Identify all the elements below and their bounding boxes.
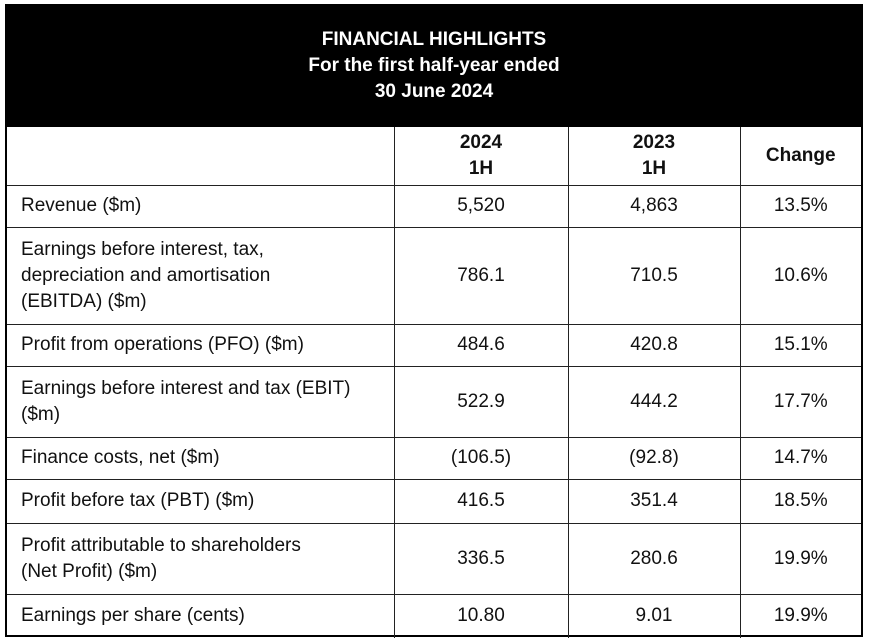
table-row: Finance costs, net ($m) (106.5) (92.8) 14.7… [7,436,861,480]
column-header-change: Change [739,127,861,186]
row-label-line: Earnings before interest and tax (EBIT) [21,377,351,399]
value-2024: 5,520 [393,184,569,228]
row-label-line: Finance costs, net ($m) [21,447,220,468]
value-change: 14.7% [739,436,861,480]
financial-highlights-table: FINANCIAL HIGHLIGHTS For the first half-… [5,4,863,638]
table-row: Profit attributable to shareholders (Net … [7,522,861,595]
row-label: Revenue ($m) [7,184,395,228]
row-label: Earnings before interest and tax (EBIT) (… [7,365,395,438]
value-2023: 351.4 [567,478,741,524]
column-header-2023-year: 2023 [632,131,676,153]
value-2023: 710.5 [567,226,741,325]
value-change: 15.1% [739,323,861,367]
row-label: Finance costs, net ($m) [7,436,395,480]
value-change: 17.7% [739,365,861,438]
row-label: Earnings per share (cents) [7,593,395,638]
value-2024: 416.5 [393,478,569,524]
column-header-row: 2024 1H 2023 1H Change [7,127,861,186]
value-2024: 336.5 [393,522,569,595]
value-change: 18.5% [739,478,861,524]
value-change: 19.9% [739,522,861,595]
column-header-2024-year: 2024 [459,131,503,153]
column-header-2023: 2023 1H [567,127,741,186]
value-change: 13.5% [739,184,861,228]
value-change: 10.6% [739,226,861,325]
value-2023: 420.8 [567,323,741,367]
value-2023: 444.2 [567,365,741,438]
row-label-line: (EBITDA) ($m) [21,290,147,312]
value-2024: 10.80 [393,593,569,638]
value-2023: (92.8) [567,436,741,480]
table-subtitle-line-2: 30 June 2024 [374,81,494,102]
table-row: Earnings per share (cents) 10.80 9.01 19.9% [7,593,861,638]
column-header-2024: 2024 1H [393,127,569,186]
value-2024: 522.9 [393,365,569,438]
value-2023: 4,863 [567,184,741,228]
table-title: FINANCIAL HIGHLIGHTS [321,29,547,50]
value-2023: 9.01 [567,593,741,638]
row-label-line: Profit attributable to shareholders [21,534,301,556]
row-label-line: Profit from operations (PFO) ($m) [21,334,304,355]
value-2024: (106.5) [393,436,569,480]
row-label-line: depreciation and amortisation [21,264,271,286]
value-2023: 280.6 [567,522,741,595]
row-label-line: (Net Profit) ($m) [21,560,158,582]
row-label-line: Earnings before interest, tax, [21,238,264,260]
value-2024: 786.1 [393,226,569,325]
table-row: Earnings before interest, tax, depreciati… [7,226,861,325]
value-2024: 484.6 [393,323,569,367]
row-label-line: Profit before tax (PBT) ($m) [21,490,255,511]
row-label: Profit attributable to shareholders (Net … [7,522,395,595]
table-subtitle-line-1: For the first half-year ended [308,55,560,76]
value-change: 19.9% [739,593,861,638]
row-label-line: ($m) [21,403,61,425]
highlights-grid: 2024 1H 2023 1H Change Revenue ($m) 5,520… [7,127,861,638]
table-row: Profit before tax (PBT) ($m) 416.5 351.4 18… [7,478,861,524]
table-banner: FINANCIAL HIGHLIGHTS For the first half-… [7,6,861,127]
column-header-label [7,127,395,186]
table-row: Earnings before interest and tax (EBIT) (… [7,365,861,438]
table-row: Revenue ($m) 5,520 4,863 13.5% [7,184,861,228]
row-label-line: Earnings per share (cents) [21,605,245,627]
row-label: Profit before tax (PBT) ($m) [7,478,395,524]
row-label-line: Revenue ($m) [21,195,142,216]
column-header-2023-period: 1H [641,157,667,179]
row-label: Earnings before interest, tax, depreciati… [7,226,395,325]
column-header-2024-period: 1H [468,157,494,179]
row-label: Profit from operations (PFO) ($m) [7,323,395,367]
table-row: Profit from operations (PFO) ($m) 484.6 42… [7,323,861,367]
